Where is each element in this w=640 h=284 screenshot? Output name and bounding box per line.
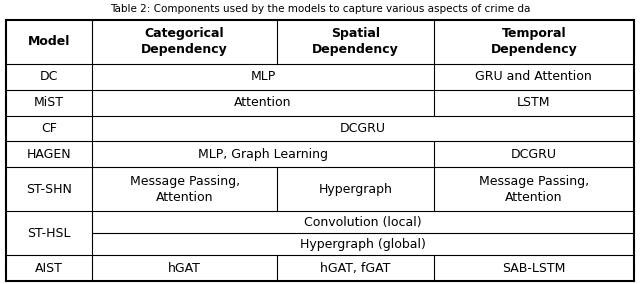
Text: Message Passing,
Attention: Message Passing, Attention [129, 175, 239, 204]
Text: hGAT, fGAT: hGAT, fGAT [321, 262, 391, 275]
Text: CF: CF [41, 122, 57, 135]
Text: LSTM: LSTM [517, 96, 550, 109]
Text: ST-SHN: ST-SHN [26, 183, 72, 196]
Text: Message Passing,
Attention: Message Passing, Attention [479, 175, 589, 204]
Text: Hypergraph: Hypergraph [319, 183, 392, 196]
Text: DCGRU: DCGRU [511, 148, 557, 161]
Text: DCGRU: DCGRU [340, 122, 386, 135]
Text: Convolution (local): Convolution (local) [304, 216, 422, 229]
Text: Model: Model [28, 36, 70, 48]
Text: SAB-LSTM: SAB-LSTM [502, 262, 566, 275]
Text: Table 2: Components used by the models to capture various aspects of crime da: Table 2: Components used by the models t… [110, 4, 530, 14]
Text: Temporal
Dependency: Temporal Dependency [490, 27, 577, 56]
Text: GRU and Attention: GRU and Attention [476, 70, 592, 83]
Text: MLP, Graph Learning: MLP, Graph Learning [198, 148, 328, 161]
Text: hGAT: hGAT [168, 262, 201, 275]
Text: Spatial
Dependency: Spatial Dependency [312, 27, 399, 56]
Text: MiST: MiST [34, 96, 64, 109]
Text: Categorical
Dependency: Categorical Dependency [141, 27, 228, 56]
Text: DC: DC [40, 70, 58, 83]
Text: ST-HSL: ST-HSL [28, 227, 71, 240]
Text: MLP: MLP [250, 70, 276, 83]
Text: AIST: AIST [35, 262, 63, 275]
Text: Attention: Attention [234, 96, 292, 109]
Text: Hypergraph (global): Hypergraph (global) [300, 238, 426, 251]
Text: HAGEN: HAGEN [27, 148, 72, 161]
